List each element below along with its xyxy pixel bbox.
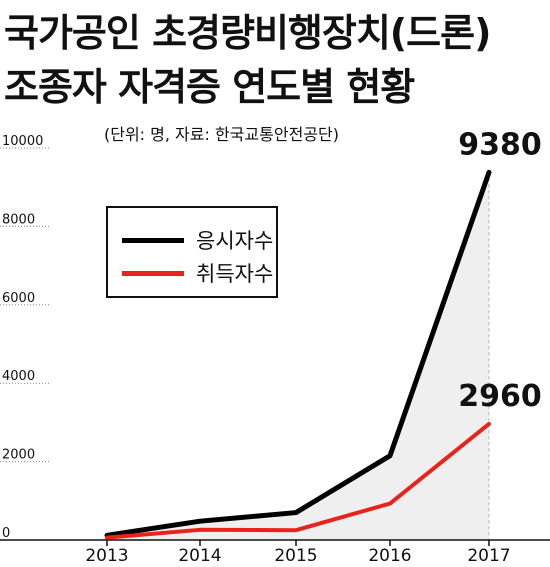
legend-label-acquired: 취득자수: [196, 262, 274, 286]
legend-item-acquired: 취득자수: [122, 261, 274, 286]
x-tick-label: 2014: [178, 546, 221, 566]
legend-swatch-acquired: [122, 270, 184, 276]
chart-title-line1: 국가공인 초경량비행장치(드론): [4, 11, 491, 55]
x-tick-label: 2017: [467, 546, 510, 566]
y-tick-label: 4000: [2, 369, 35, 384]
unit-source-note: (단위: 명, 자료: 한국교통안전공단): [104, 125, 339, 144]
y-tick-label: 10000: [2, 134, 43, 149]
y-tick-label: 2000: [2, 448, 35, 463]
callout-acquired-2017: 2960: [458, 379, 542, 414]
legend-label-applicants: 응시자수: [196, 229, 274, 253]
legend-swatch-applicants: [122, 237, 184, 243]
y-tick-label: 8000: [2, 212, 35, 227]
series-line-applicants: [104, 169, 492, 538]
chart-title-line2: 조종자 자격증 연도별 현황: [4, 65, 415, 109]
x-tick-label: 2013: [85, 546, 128, 566]
legend-item-applicants: 응시자수: [122, 228, 274, 253]
y-tick-label: 0: [2, 526, 10, 541]
callout-applicants-2017: 9380: [458, 127, 542, 162]
x-tick-label: 2016: [368, 546, 411, 566]
y-tick-label: 6000: [2, 291, 35, 306]
chart-legend: 응시자수 취득자수: [106, 206, 278, 298]
x-tick-label: 2015: [274, 546, 317, 566]
series-line-acquired: [105, 421, 491, 540]
